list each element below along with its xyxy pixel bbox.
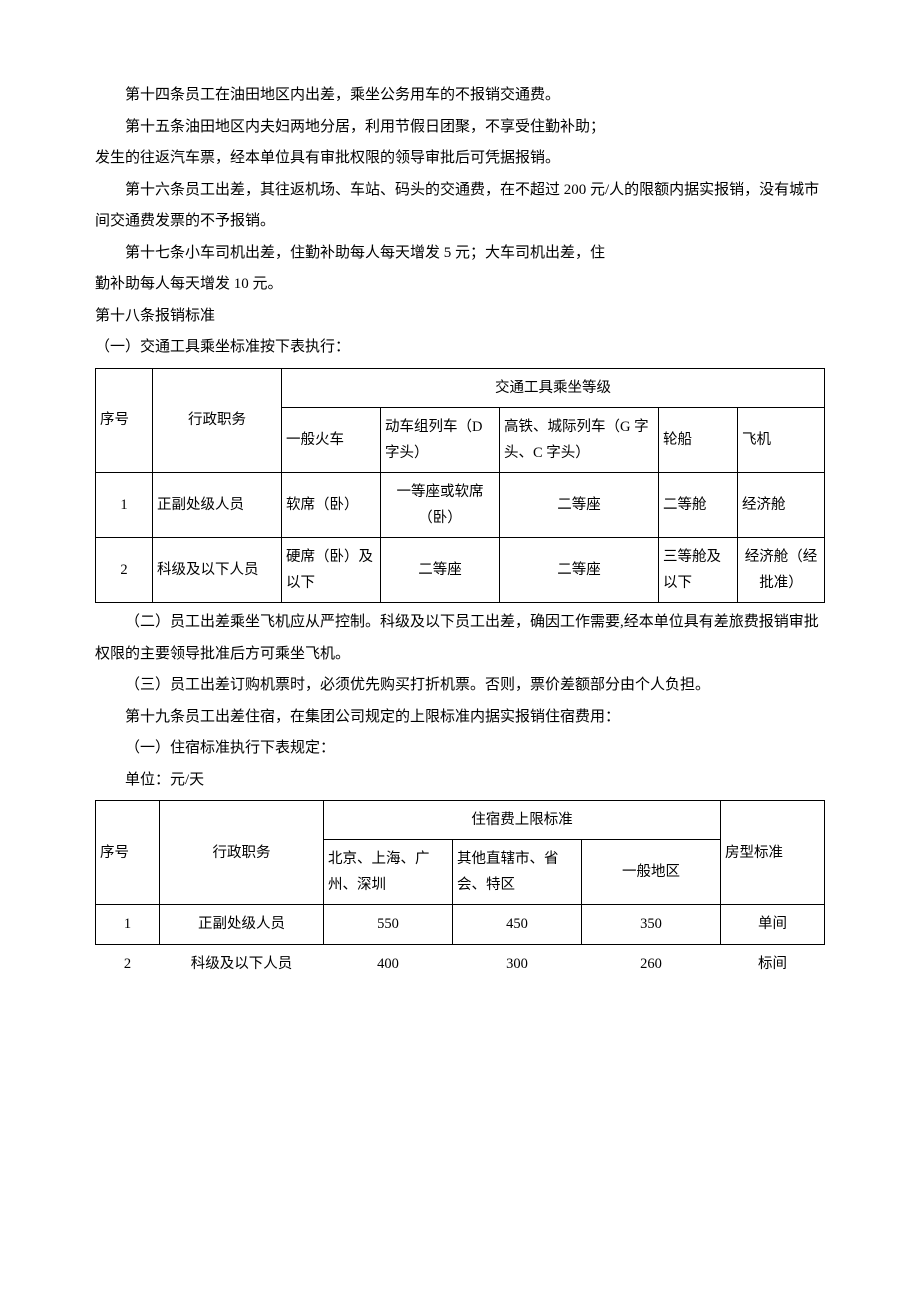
article-16: 第十六条员工出差，其往返机场、车站、码头的交通费，在不超过 200 元/人的限额… (95, 175, 825, 238)
th-plane: 飞机 (738, 407, 825, 472)
th-ship: 轮船 (659, 407, 738, 472)
th-room: 房型标准 (721, 801, 825, 905)
article-14: 第十四条员工在油田地区内出差，乘坐公务用车的不报销交通费。 (95, 80, 825, 112)
cell-seq: 1 (96, 472, 153, 537)
article-15-line2: 发生的往返汽车票，经本单位具有审批权限的领导审批后可凭据报销。 (95, 143, 825, 175)
article-18-2: （二）员工出差乘坐飞机应从严控制。科级及以下员工出差，确因工作需要,经本单位具有… (95, 607, 825, 670)
th-seq: 序号 (96, 801, 160, 905)
cell-city3: 260 (582, 944, 721, 983)
article-17-line1: 第十七条小车司机出差，住勤补助每人每天增发 5 元；大车司机出差，住 (95, 238, 825, 270)
article-17-line2: 勤补助每人每天增发 10 元。 (95, 269, 825, 301)
th-gtrain: 高铁、城际列车（G 字头、C 字头） (500, 407, 659, 472)
cell-train: 软席（卧） (282, 472, 381, 537)
cell-city1: 400 (324, 944, 453, 983)
cell-seq: 1 (96, 905, 160, 944)
table-row: 2 科级及以下人员 400 300 260 标间 (96, 944, 825, 983)
cell-plane: 经济舱 (738, 472, 825, 537)
cell-position: 正副处级人员 (153, 472, 282, 537)
th-seq: 序号 (96, 368, 153, 472)
article-18-3: （三）员工出差订购机票时，必须优先购买打折机票。否则，票价差额部分由个人负担。 (95, 670, 825, 702)
th-city3: 一般地区 (582, 840, 721, 905)
cell-city3: 350 (582, 905, 721, 944)
table-row: 2 科级及以下人员 硬席（卧）及以下 二等座 二等座 三等舱及以下 经济舱（经批… (96, 537, 825, 602)
cell-ship: 三等舱及以下 (659, 537, 738, 602)
cell-city2: 450 (453, 905, 582, 944)
article-18: 第十八条报销标准 (95, 301, 825, 333)
th-city1: 北京、上海、广州、深圳 (324, 840, 453, 905)
cell-position: 正副处级人员 (160, 905, 324, 944)
table-row: 1 正副处级人员 软席（卧） 一等座或软席（卧） 二等座 二等舱 经济舱 (96, 472, 825, 537)
cell-gtrain: 二等座 (500, 472, 659, 537)
article-19: 第十九条员工出差住宿，在集团公司规定的上限标准内据实报销住宿费用： (95, 702, 825, 734)
cell-train: 硬席（卧）及以下 (282, 537, 381, 602)
th-position: 行政职务 (153, 368, 282, 472)
cell-position: 科级及以下人员 (153, 537, 282, 602)
cell-seq: 2 (96, 537, 153, 602)
article-15-line1: 第十五条油田地区内夫妇两地分居，利用节假日团聚，不享受住勤补助； (95, 112, 825, 144)
cell-room: 单间 (721, 905, 825, 944)
transport-table: 序号 行政职务 交通工具乘坐等级 一般火车 动车组列车（D 字头） 高铁、城际列… (95, 368, 825, 604)
th-grade-group: 交通工具乘坐等级 (282, 368, 825, 407)
th-train: 一般火车 (282, 407, 381, 472)
cell-seq: 2 (96, 944, 160, 983)
accommodation-table: 序号 行政职务 住宿费上限标准 房型标准 北京、上海、广州、深圳 其他直辖市、省… (95, 800, 825, 982)
cell-city2: 300 (453, 944, 582, 983)
article-18-1: （一）交通工具乘坐标准按下表执行： (95, 332, 825, 364)
th-city2: 其他直辖市、省会、特区 (453, 840, 582, 905)
cell-dtrain: 一等座或软席（卧） (381, 472, 500, 537)
article-19-1: （一）住宿标准执行下表规定： (95, 733, 825, 765)
th-dtrain: 动车组列车（D 字头） (381, 407, 500, 472)
cell-ship: 二等舱 (659, 472, 738, 537)
unit-label: 单位：元/天 (95, 765, 825, 797)
cell-city1: 550 (324, 905, 453, 944)
th-position: 行政职务 (160, 801, 324, 905)
cell-dtrain: 二等座 (381, 537, 500, 602)
cell-room: 标间 (721, 944, 825, 983)
cell-position: 科级及以下人员 (160, 944, 324, 983)
th-limit-group: 住宿费上限标准 (324, 801, 721, 840)
table-row: 1 正副处级人员 550 450 350 单间 (96, 905, 825, 944)
cell-plane: 经济舱（经批准） (738, 537, 825, 602)
cell-gtrain: 二等座 (500, 537, 659, 602)
